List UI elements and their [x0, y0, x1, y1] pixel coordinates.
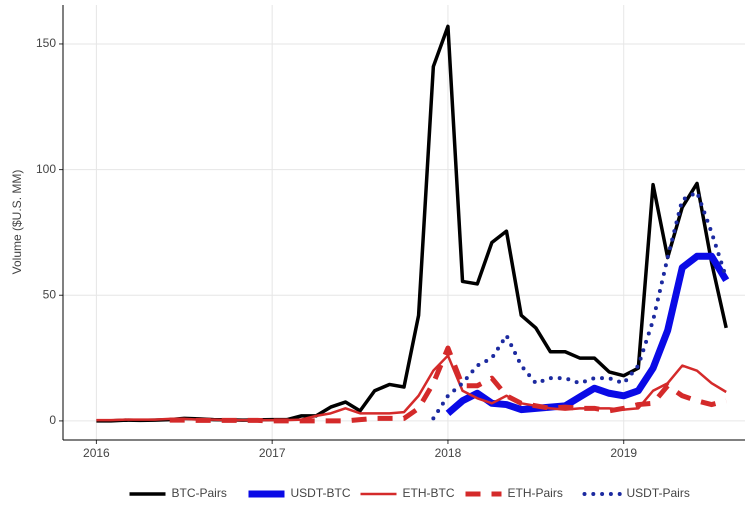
- series-line: [445, 252, 730, 417]
- y-tick-label: 150: [36, 36, 56, 50]
- legend-label: USDT-BTC: [291, 486, 351, 500]
- x-tick-label: 2018: [435, 446, 462, 460]
- series-line: [96, 24, 728, 423]
- y-tick-label: 50: [43, 287, 57, 301]
- x-tick-label: 2017: [259, 446, 286, 460]
- y-tick-label: 100: [36, 162, 56, 176]
- y-axis-label: Volume ($U.S. MM): [10, 170, 24, 275]
- legend-label: ETH-Pairs: [508, 486, 563, 500]
- x-tick-label: 2016: [83, 446, 110, 460]
- x-tick-label: 2019: [610, 446, 637, 460]
- legend-label: BTC-Pairs: [172, 486, 227, 500]
- legend-label: USDT-Pairs: [627, 486, 690, 500]
- y-tick-label: 0: [49, 413, 56, 427]
- legend-label: ETH-BTC: [403, 486, 455, 500]
- series-line: [169, 345, 727, 424]
